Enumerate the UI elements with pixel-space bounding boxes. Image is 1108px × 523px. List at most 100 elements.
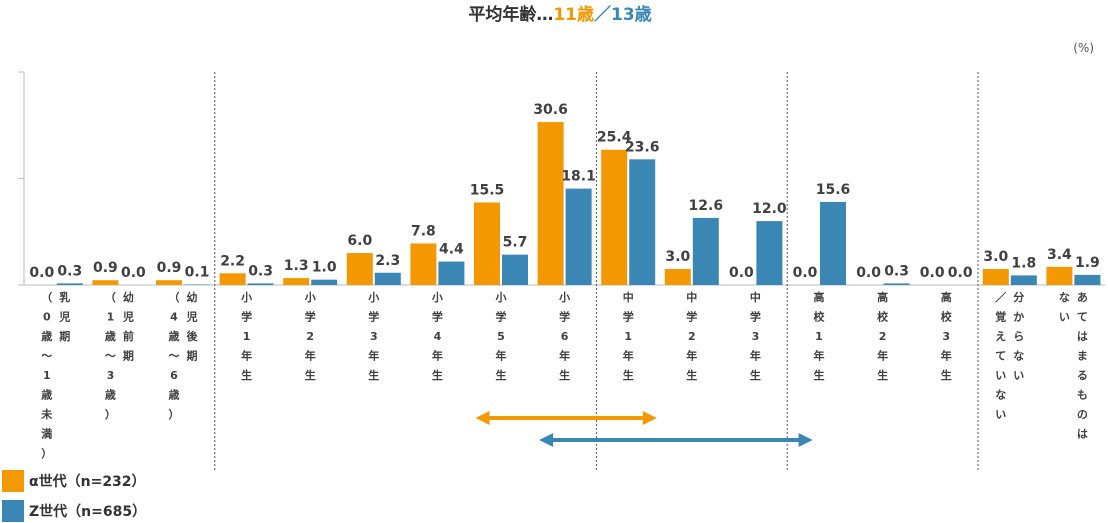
category-label-char: る: [1077, 369, 1088, 382]
category-label-char: え: [995, 330, 1006, 343]
value-label-z: 12.6: [689, 198, 724, 214]
category-label-char: 4: [170, 311, 178, 324]
category-label-char: 生: [496, 368, 507, 382]
category-label-char: ～: [105, 350, 116, 363]
value-label-alpha: 15.5: [470, 182, 505, 198]
category-label-char: 歳: [169, 388, 180, 402]
value-label-z: 4.4: [439, 242, 464, 258]
bar-z: [565, 188, 592, 285]
category-label-char: 5: [497, 330, 505, 343]
range-arrow-head-left: [475, 411, 490, 425]
category-label-char: ）: [169, 408, 180, 421]
category-label-char: 後: [187, 329, 199, 343]
bar-z: [374, 272, 401, 285]
bar-alpha: [982, 269, 1009, 285]
category-label-char: 年: [750, 349, 761, 363]
category-label-char: 1: [815, 330, 823, 343]
category-label-char: 6: [561, 330, 569, 343]
category-label-char: 年: [623, 349, 634, 363]
category-label-char: 高: [814, 290, 825, 304]
category-label-char: 小: [240, 290, 252, 304]
value-label-alpha: 30.6: [533, 102, 568, 118]
category-label-char: 小: [495, 290, 507, 304]
category-label-char: は: [1077, 330, 1088, 343]
category-label-char: い: [995, 408, 1006, 421]
category-label-char: 生: [750, 368, 761, 382]
category-label-char: て: [995, 350, 1006, 363]
category-label-char: 年: [814, 349, 825, 363]
bar-alpha: [474, 202, 500, 285]
unit-label: (%): [1073, 41, 1094, 55]
category-label-char: 年: [241, 349, 252, 363]
category-label-char: 1: [43, 369, 51, 382]
category-label-char: 校: [941, 310, 953, 324]
value-label-z: 1.9: [1075, 255, 1100, 271]
category-label-char: 生: [368, 368, 379, 382]
value-label-z: 18.1: [561, 169, 596, 185]
bar-z: [692, 217, 719, 285]
title-z-age: 13歳: [611, 4, 652, 25]
bar-alpha: [601, 149, 628, 285]
category-label-char: 1: [243, 330, 251, 343]
category-label-char: 幼: [187, 290, 198, 304]
category-label-char: 3: [752, 330, 760, 343]
category-label-char: ）: [105, 408, 116, 421]
category-label-char: 分: [1013, 290, 1024, 304]
category-label-char: 中: [750, 290, 761, 304]
category-label-char: 小: [304, 290, 316, 304]
category-label-char: 生: [432, 368, 443, 382]
category-label-char: 生: [623, 368, 634, 382]
category-label-char: 学: [432, 310, 443, 324]
category-label-char: 期: [59, 329, 70, 343]
category-label-char: 3: [107, 369, 115, 382]
category-label-char: ～: [41, 350, 52, 363]
category-label-char: 年: [368, 349, 379, 363]
category-label-char: 歳: [105, 329, 116, 343]
category-label-char: 歳: [41, 388, 52, 402]
value-label-z: 0.0: [948, 265, 973, 281]
category-label-char: 0: [43, 311, 51, 324]
bar-z: [756, 221, 783, 285]
value-label-z: 1.8: [1011, 255, 1036, 271]
category-label-char: 児: [58, 310, 70, 324]
bar-z: [184, 284, 210, 285]
value-label-alpha: 2.2: [220, 253, 245, 269]
category-label-char: 1: [624, 330, 632, 343]
bar-alpha: [346, 253, 373, 285]
value-label-alpha: 0.0: [856, 265, 881, 281]
category-labels: （0歳～1歳未満）乳児期（1歳～3歳）幼児前期（4歳～6歳）幼児後期小学1年生小…: [40, 290, 1088, 460]
category-label-char: 満: [41, 427, 52, 441]
bar-alpha: [219, 273, 246, 285]
category-label-char: あ: [1077, 291, 1088, 304]
category-label-char: 児: [122, 310, 134, 324]
category-label-char: 前: [123, 329, 134, 343]
legend-swatch: [2, 470, 24, 492]
category-label-char: 年: [686, 349, 697, 363]
category-label-char: い: [1013, 369, 1024, 382]
bar-alpha: [156, 280, 182, 285]
bar-z: [629, 159, 656, 285]
bar-z: [883, 283, 910, 285]
value-labels: 0.0 0.3 0.9 0.0 0.9 0.12.20.3 1.3 1.06.02.37.84…: [29, 102, 1099, 281]
value-label-alpha: 0.9: [93, 260, 118, 276]
category-label-char: 年: [559, 349, 570, 363]
category-label-char: 高: [877, 290, 888, 304]
value-label-alpha: 0.0: [29, 265, 54, 281]
category-label-char: 小: [367, 290, 379, 304]
value-label-z: 0.3: [57, 263, 82, 279]
category-label-char: 学: [241, 310, 252, 324]
value-label-z: 2.3: [375, 253, 400, 269]
category-label-char: 学: [750, 310, 761, 324]
category-label-char: 学: [623, 310, 634, 324]
category-label-char: 幼: [123, 290, 134, 304]
category-label-char: 年: [941, 349, 952, 363]
value-label-z: 23.6: [625, 139, 660, 155]
bar-z: [56, 283, 83, 285]
chart-title: 平均年齢…11歳／13歳: [468, 4, 651, 25]
category-label-char: 学: [686, 310, 697, 324]
category-label-char: 高: [941, 290, 952, 304]
range-arrow-head-right: [642, 411, 657, 425]
bar-alpha: [537, 122, 564, 286]
bar-alpha: [1046, 266, 1073, 285]
